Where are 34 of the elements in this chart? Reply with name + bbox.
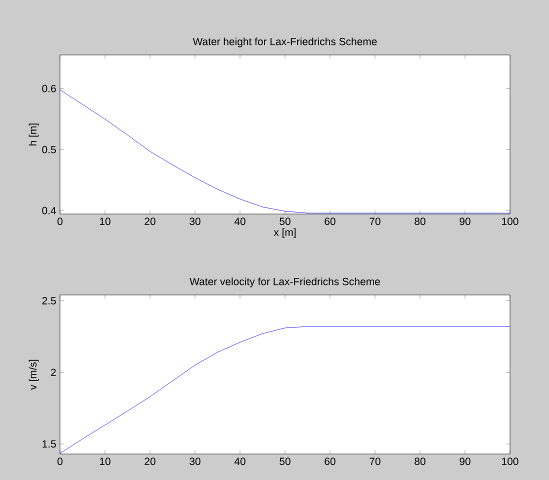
- y-tick-label: 0.5: [42, 146, 56, 154]
- x-tick-label: 30: [190, 458, 200, 466]
- y-axis-title: h [m]: [28, 124, 39, 146]
- x-tick-label: 80: [414, 458, 426, 466]
- y-tick-label: 2: [51, 368, 56, 376]
- x-tick-label: 90: [460, 218, 470, 226]
- x-tick-label: 10: [100, 218, 110, 226]
- line-series: [60, 326, 510, 454]
- x-tick-label: 10: [100, 458, 110, 466]
- x-tick-label: 80: [414, 218, 426, 226]
- x-tick-label: 50: [280, 218, 290, 226]
- x-tick-label: 90: [460, 458, 470, 466]
- x-tick-label: 0: [58, 458, 63, 466]
- y-tick-label: 0.4: [42, 206, 56, 214]
- y-tick-label: 2.5: [42, 297, 56, 304]
- x-tick-label: 70: [370, 458, 380, 466]
- x-tick-label: 40: [234, 458, 246, 466]
- y-axis-title: v [m/s]: [28, 360, 39, 390]
- x-tick-label: 70: [370, 218, 380, 226]
- x-tick-label: 20: [144, 218, 156, 226]
- x-tick-label: 30: [190, 218, 200, 226]
- chart-title: Water velocity for Lax-Friedrichs Scheme: [190, 278, 380, 288]
- x-tick-label: 20: [144, 458, 156, 466]
- x-tick-label: 60: [324, 218, 336, 226]
- y-tick-label: 0.6: [42, 84, 56, 92]
- x-tick-label: 60: [324, 458, 336, 466]
- x-tick-label: 0: [58, 218, 63, 226]
- chart-title: Water height for Lax-Friedrichs Scheme: [192, 38, 377, 48]
- x-tick-label: 50: [280, 458, 290, 466]
- x-axis-title: x [m]: [274, 228, 296, 238]
- x-tick-label: 100: [502, 218, 518, 226]
- x-tick-label: 100: [502, 458, 518, 466]
- x-tick-label: 40: [234, 218, 246, 226]
- y-tick-label: 1.5: [42, 440, 56, 448]
